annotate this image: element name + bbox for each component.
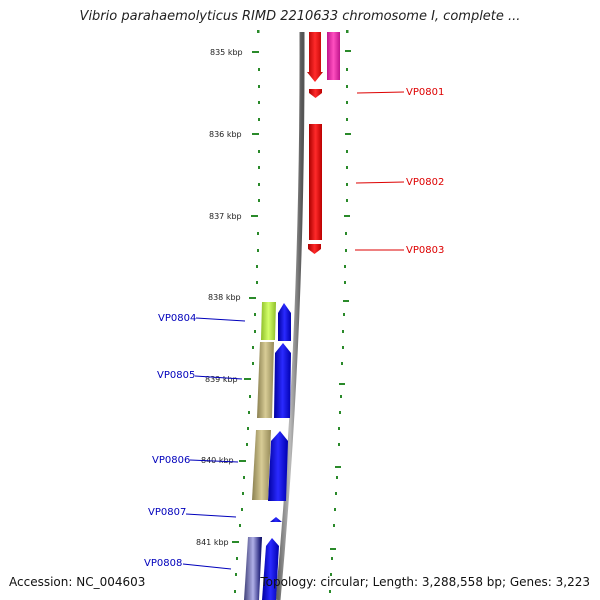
gene-vp0801[interactable] [309, 89, 322, 98]
gene-label-vp0801[interactable]: VP0801 [406, 87, 444, 98]
gene-block-red-upper[interactable] [307, 32, 323, 82]
gene-block-navy[interactable] [244, 537, 262, 600]
chromosome-backbone [275, 31, 305, 600]
label-connectors [182, 91, 405, 570]
gene-label-vp0803[interactable]: VP0803 [406, 245, 444, 256]
gene-label-vp0806[interactable]: VP0806 [152, 455, 190, 466]
gene-label-vp0807[interactable]: VP0807 [148, 507, 186, 518]
gene-vp0802[interactable] [309, 124, 322, 240]
gene-label-vp0804[interactable]: VP0804 [158, 313, 196, 324]
tick-label: 836 kbp [209, 130, 242, 139]
gene-block-khaki-1[interactable] [257, 342, 274, 418]
gene-label-vp0805[interactable]: VP0805 [157, 370, 195, 381]
accession-text: Accession: NC_004603 [9, 575, 146, 589]
tick-label: 838 kbp [208, 293, 241, 302]
tick-label: 841 kbp [196, 538, 229, 547]
map-title: Vibrio parahaemolyticus RIMD 2210633 chr… [79, 9, 521, 24]
tick-label: 840 kbp [201, 456, 234, 465]
gene-block-khaki-2[interactable] [252, 430, 271, 500]
gene-vp0808[interactable] [262, 538, 279, 600]
gene-vp0807[interactable] [270, 517, 282, 522]
gene-label-vp0808[interactable]: VP0808 [144, 558, 182, 569]
gene-vp0804[interactable] [278, 303, 291, 341]
tick-label: 839 kbp [205, 375, 238, 384]
right-tick-ring [329, 30, 351, 593]
gene-block-lime[interactable] [261, 302, 276, 340]
gene-label-vp0802[interactable]: VP0802 [406, 177, 444, 188]
left-tick-ring [232, 30, 260, 593]
gene-vp0803[interactable] [308, 244, 321, 254]
gene-vp0805[interactable] [274, 343, 291, 418]
tick-label: 835 kbp [210, 48, 243, 57]
tick-label: 837 kbp [209, 212, 242, 221]
gene-vp0806[interactable] [268, 431, 288, 501]
genome-summary-text: Topology: circular; Length: 3,288,558 bp… [260, 575, 590, 589]
gene-block-pink[interactable] [327, 32, 340, 80]
